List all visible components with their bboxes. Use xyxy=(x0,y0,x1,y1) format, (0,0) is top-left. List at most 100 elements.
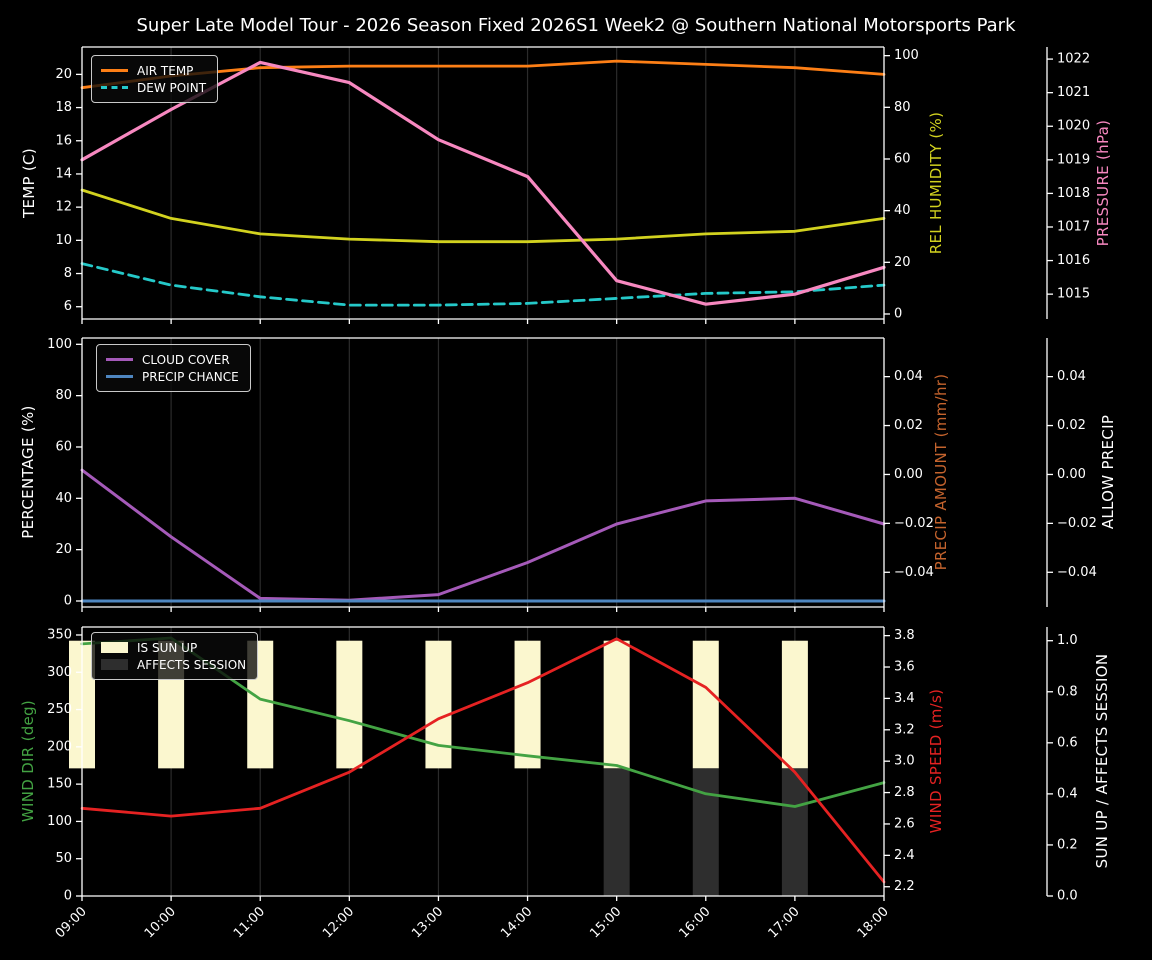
y-tick-label: 1020 xyxy=(1057,119,1090,134)
y-tick-label: 0.04 xyxy=(894,369,923,384)
y-tick-label: −0.04 xyxy=(894,565,934,580)
sun-up-patch-swatch xyxy=(101,642,128,653)
y-tick-label: 0.2 xyxy=(1057,837,1078,852)
is-sun-up-bar xyxy=(425,640,452,769)
axis-label-temp: TEMP (C) xyxy=(20,148,38,218)
affects-session-bar xyxy=(692,768,719,896)
axis-label-precip-amount: PRECIP AMOUNT (mm/hr) xyxy=(932,373,950,571)
wind-speed-line xyxy=(80,637,886,884)
y-tick-label: 50 xyxy=(55,851,72,866)
y-tick-label: 20 xyxy=(894,255,911,270)
legend-item: CLOUD COVER xyxy=(106,351,239,368)
x-tick-label: 09:00 xyxy=(53,904,90,941)
x-tick-label: 10:00 xyxy=(142,904,179,941)
y-tick-label: 3.8 xyxy=(894,628,915,643)
y-tick-label: 60 xyxy=(894,151,911,166)
legend-label: PRECIP CHANCE xyxy=(142,369,239,384)
y-tick-label: 100 xyxy=(47,337,72,352)
legend-item: AIR TEMP xyxy=(101,62,206,79)
x-tick-label: 14:00 xyxy=(498,904,535,941)
dew-point-line-swatch xyxy=(101,86,128,89)
y-tick-label: 2.4 xyxy=(894,848,915,863)
y-tick-label: 3.4 xyxy=(894,691,915,706)
is-sun-up-bar xyxy=(514,640,541,769)
y-tick-label: 3.0 xyxy=(894,754,915,769)
axis-label-allow-precip: ALLOW PRECIP xyxy=(1099,414,1117,530)
axis-label-wind-speed: WIND SPEED (m/s) xyxy=(927,688,945,834)
legend-label: AIR TEMP xyxy=(137,63,194,78)
affects-session-bar xyxy=(781,768,808,896)
axis-label-sun-up: SUN UP / AFFECTS SESSION xyxy=(1093,653,1111,869)
y-tick-label: 0.4 xyxy=(1057,786,1078,801)
y-tick-label: 1021 xyxy=(1057,85,1090,100)
x-tick-label: 18:00 xyxy=(855,904,892,941)
x-tick-label: 11:00 xyxy=(231,904,268,941)
y-tick-label: 1018 xyxy=(1057,186,1090,201)
y-tick-label: 100 xyxy=(47,814,72,829)
chart-title: Super Late Model Tour - 2026 Season Fixe… xyxy=(136,15,1016,36)
legend-label: CLOUD COVER xyxy=(142,352,230,367)
y-tick-label: 250 xyxy=(47,702,72,717)
axis-label-rel-humidity: REL HUMIDITY (%) xyxy=(927,111,945,255)
y-tick-label: 2.6 xyxy=(894,816,915,831)
legend-item: AFFECTS SESSION xyxy=(101,656,246,673)
axis-label-percentage: PERCENTAGE (%) xyxy=(19,405,37,539)
y-tick-label: 0 xyxy=(64,593,72,608)
legend-label: DEW POINT xyxy=(137,80,207,95)
y-tick-label: 0.02 xyxy=(894,418,923,433)
y-tick-label: 16 xyxy=(55,133,72,148)
x-tick-label: 15:00 xyxy=(587,904,624,941)
y-tick-label: 1.0 xyxy=(1057,633,1078,648)
axis-label-pressure: PRESSURE (hPa) xyxy=(1094,119,1112,247)
affects-session-bar xyxy=(603,768,630,896)
y-tick-label: 100 xyxy=(894,48,919,63)
is-sun-up-bar xyxy=(781,640,808,769)
legend-temp-plot: AIR TEMP DEW POINT xyxy=(91,55,219,103)
dew-point-line xyxy=(80,262,886,307)
y-tick-label: 18 xyxy=(55,100,72,115)
y-tick-label: 0.00 xyxy=(894,467,923,482)
y-tick-label: −0.02 xyxy=(894,516,934,531)
y-tick-label: 3.6 xyxy=(894,660,915,675)
y-tick-label: 8 xyxy=(64,266,72,281)
legend-item: DEW POINT xyxy=(101,79,206,96)
y-tick-label: 2.2 xyxy=(894,879,915,894)
y-tick-label: 40 xyxy=(894,203,911,218)
rel-humidity-line xyxy=(80,188,886,244)
x-tick-label: 16:00 xyxy=(677,904,714,941)
y-tick-label: 1019 xyxy=(1057,152,1090,167)
y-tick-label: 20 xyxy=(55,542,72,557)
y-tick-label: 0.0 xyxy=(1057,889,1078,904)
x-tick-label: 17:00 xyxy=(766,904,803,941)
x-tick-label: 12:00 xyxy=(320,904,357,941)
is-sun-up-bar xyxy=(692,640,719,769)
y-tick-label: 10 xyxy=(55,233,72,248)
cloud-cover-line xyxy=(80,468,886,602)
y-tick-label: 350 xyxy=(47,627,72,642)
y-tick-label: 3.2 xyxy=(894,722,915,737)
legend-label: AFFECTS SESSION xyxy=(137,657,247,672)
y-tick-label: 1016 xyxy=(1057,253,1090,268)
y-tick-label: 300 xyxy=(47,665,72,680)
y-tick-label: 200 xyxy=(47,739,72,754)
y-tick-label: 20 xyxy=(55,67,72,82)
y-tick-label: 80 xyxy=(894,100,911,115)
y-tick-label: 40 xyxy=(55,491,72,506)
y-tick-label: 0.6 xyxy=(1057,735,1078,750)
y-tick-label: 60 xyxy=(55,439,72,454)
y-tick-label: 0.04 xyxy=(1057,369,1086,384)
x-tick-label: 13:00 xyxy=(409,904,446,941)
y-tick-label: 6 xyxy=(64,299,72,314)
legend-wind-plot: IS SUN UP AFFECTS SESSION xyxy=(91,632,259,680)
cloud-cover-line-swatch xyxy=(106,358,133,361)
is-sun-up-bar xyxy=(603,640,630,769)
y-tick-label: −0.02 xyxy=(1057,516,1097,531)
y-tick-label: 1022 xyxy=(1057,52,1090,67)
axis-label-wind-dir: WIND DIR (deg) xyxy=(19,699,37,823)
legend-item: IS SUN UP xyxy=(101,639,246,656)
y-tick-label: −0.04 xyxy=(1057,565,1097,580)
y-tick-label: 0 xyxy=(64,889,72,904)
y-tick-label: 1017 xyxy=(1057,219,1090,234)
